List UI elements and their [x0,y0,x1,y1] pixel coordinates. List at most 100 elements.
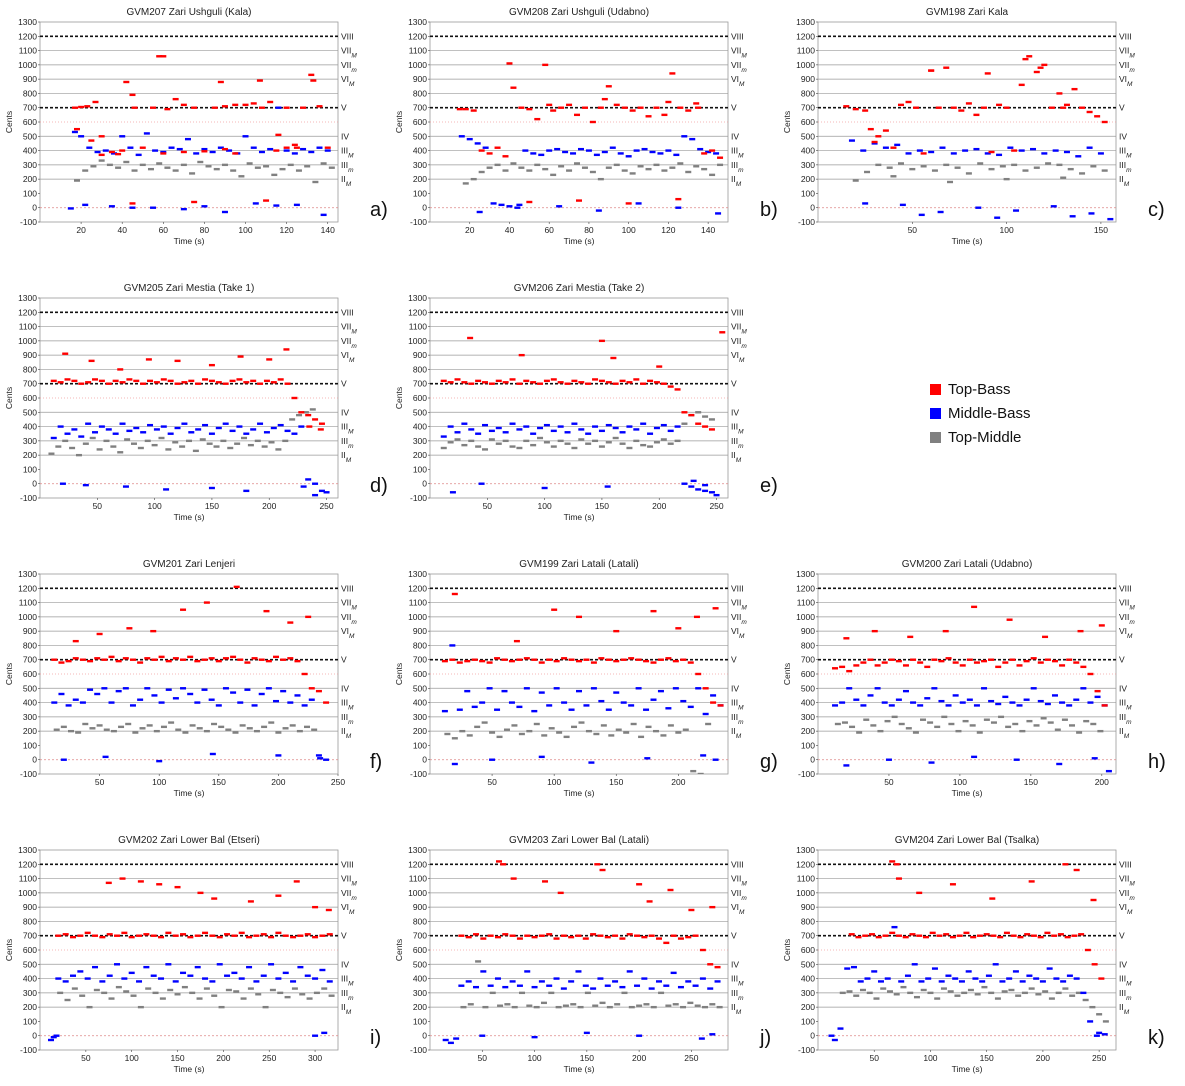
interval-label: VIIM [1119,46,1135,60]
point-top-middle [67,729,74,733]
point-top-middle [856,731,863,734]
point-top-bass [247,900,254,903]
point-middle-bass [1006,977,1013,980]
point-top-middle [976,731,983,734]
point-middle-bass [973,704,980,707]
point-middle-bass [850,965,857,969]
point-top-bass [123,80,130,84]
y-tick-label: 900 [801,626,815,636]
point-top-bass [663,941,670,945]
interval-label: IV [731,407,739,417]
point-middle-bass [65,704,72,707]
point-middle-bass [208,698,215,701]
point-middle-bass [910,701,917,704]
point-middle-bass [321,1031,328,1035]
point-top-bass [229,379,236,383]
point-top-bass [471,658,478,661]
point-top-bass [258,106,265,109]
y-tick-label: 400 [413,698,427,708]
interval-label: V [731,103,737,113]
x-tick-label: 150 [595,501,609,511]
x-tick-label: 50 [93,501,103,511]
point-middle-bass [634,984,641,987]
point-middle-bass [326,980,333,983]
point-top-bass [675,197,682,201]
y-tick-label: 1300 [796,569,815,579]
y-tick-label: -100 [798,217,815,227]
y-tick-label: 400 [801,698,815,708]
point-top-bass [888,658,895,661]
point-middle-bass [251,704,258,707]
point-middle-bass [1093,1034,1100,1037]
point-top-bass [101,658,108,661]
point-top-middle [967,988,974,992]
data-points [67,55,335,217]
y-tick-label: 100 [801,188,815,198]
interval-label: VIII [731,859,744,869]
point-middle-bass [531,985,538,989]
y-tick-label: 1000 [796,888,815,898]
point-top-middle [137,446,144,450]
point-top-bass [139,146,146,149]
point-middle-bass [867,694,874,697]
point-middle-bass [972,977,979,980]
interval-label: VIM [731,74,745,88]
y-tick-label: 500 [23,959,37,969]
point-middle-bass [102,755,109,759]
point-middle-bass [1060,980,1067,983]
point-middle-bass [482,423,489,427]
point-middle-bass [495,426,502,430]
point-middle-bass [129,704,136,707]
point-top-middle [626,446,633,450]
point-top-bass [133,379,140,383]
point-middle-bass [115,689,122,693]
point-top-bass [510,877,517,880]
x-tick-label: 100 [527,1053,541,1063]
point-middle-bass [916,149,923,152]
point-top-bass [862,109,869,112]
point-top-bass [160,378,167,381]
point-middle-bass [140,431,147,434]
interval-label: VIM [341,350,355,364]
point-middle-bass [592,425,599,428]
point-top-middle [1012,722,1019,726]
point-middle-bass [984,152,991,155]
point-top-middle [571,446,578,450]
point-middle-bass [243,489,250,493]
point-top-bass [1080,665,1087,669]
point-top-bass [84,931,91,935]
point-top-middle [1079,172,1086,175]
point-top-middle [152,991,159,995]
point-top-bass [78,382,85,385]
point-top-bass [283,348,290,351]
point-middle-bass [208,432,215,435]
point-top-bass [301,672,308,676]
point-top-middle [289,724,296,727]
point-top-bass [187,935,194,939]
point-top-middle [110,445,117,448]
interval-label: IIIM [341,422,354,436]
point-middle-bass [290,980,297,983]
point-middle-bass [911,963,918,966]
point-top-middle [238,175,245,178]
point-top-middle [261,725,268,729]
point-top-bass [672,659,679,663]
point-top-bass [1010,934,1017,937]
point-top-middle [884,719,891,723]
point-top-bass [530,381,537,384]
point-top-bass [153,381,160,384]
point-top-bass [543,379,550,383]
point-middle-bass [1056,762,1063,766]
point-top-middle [667,442,674,445]
point-top-bass [905,100,912,104]
point-top-middle [1096,1013,1103,1016]
point-top-bass [1023,659,1030,663]
point-top-bass [293,880,300,883]
point-top-bass [1059,664,1066,667]
point-top-bass [710,701,717,704]
point-top-bass [635,658,642,661]
point-top-bass [843,105,850,108]
interval-label: VIII [731,583,744,593]
point-middle-bass [554,147,561,151]
point-middle-bass [714,980,721,983]
